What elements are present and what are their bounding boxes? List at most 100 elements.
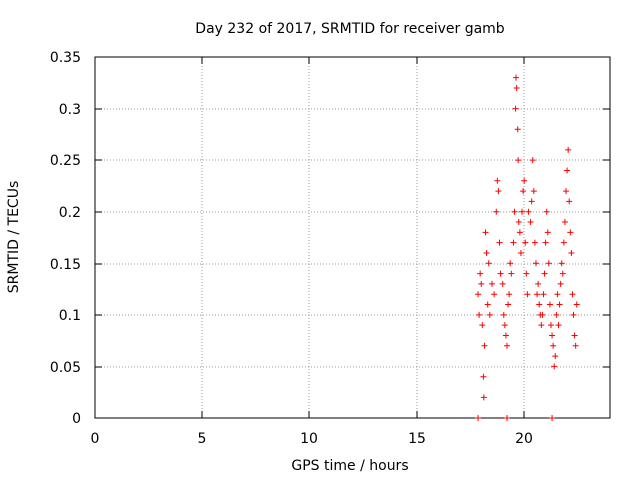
data-point-0-41 xyxy=(521,177,528,184)
data-point-0-64 xyxy=(546,301,553,308)
data-point-0-68 xyxy=(551,363,558,370)
data-point-0-58 xyxy=(540,291,547,298)
data-point-0-4 xyxy=(479,322,486,329)
data-point-0-3 xyxy=(478,280,485,287)
y-tick-label-0.2: 0.2 xyxy=(59,205,81,221)
data-point-0-31 xyxy=(512,105,519,112)
data-point-0-78 xyxy=(561,219,568,226)
data-point-0-46 xyxy=(527,219,534,226)
data-point-0-12 xyxy=(486,311,493,318)
data-point-0-88 xyxy=(572,342,579,349)
data-point-0-62 xyxy=(544,229,551,236)
data-point-0-14 xyxy=(491,291,498,298)
data-point-0-20 xyxy=(499,280,506,287)
data-point-0-49 xyxy=(530,188,537,195)
data-point-0-79 xyxy=(563,188,570,195)
data-point-0-84 xyxy=(568,249,575,256)
y-tick-labels: 0 0.05 0.1 0.15 0.2 0.25 0.3 0.35 xyxy=(50,50,81,427)
data-point-0-18 xyxy=(496,239,503,246)
plot-frame xyxy=(94,56,611,419)
data-point-0-37 xyxy=(516,229,523,236)
data-point-0-82 xyxy=(566,198,573,205)
data-point-0-34 xyxy=(514,126,521,133)
data-point-0-73 xyxy=(556,301,563,308)
data-point-1-1 xyxy=(504,415,510,421)
x-ticks xyxy=(201,57,525,418)
y-tick-label-0.15: 0.15 xyxy=(50,257,81,273)
y-tick-label-0: 0 xyxy=(72,411,81,427)
data-point-0-11 xyxy=(485,260,492,267)
data-point-0-76 xyxy=(559,270,566,277)
data-point-0-7 xyxy=(481,342,488,349)
x-tick-label-5: 5 xyxy=(198,431,207,447)
y-tick-label-0.25: 0.25 xyxy=(50,153,81,169)
data-point-0-44 xyxy=(524,291,531,298)
data-point-0-28 xyxy=(508,270,515,277)
data-point-0-52 xyxy=(534,291,541,298)
x-tick-label-0: 0 xyxy=(91,431,100,447)
x-axis-label: GPS time / hours xyxy=(291,458,408,474)
data-point-0-21 xyxy=(500,311,507,318)
x-tick-label-20: 20 xyxy=(515,431,533,447)
data-point-0-6 xyxy=(480,394,487,401)
data-point-0-15 xyxy=(493,208,500,215)
data-point-0-45 xyxy=(525,208,532,215)
data-point-0-27 xyxy=(507,260,514,267)
data-point-0-87 xyxy=(571,332,578,339)
data-point-0-5 xyxy=(480,373,487,380)
x-tick-label-15: 15 xyxy=(408,431,426,447)
data-point-0-63 xyxy=(545,260,552,267)
data-point-0-48 xyxy=(529,157,536,164)
data-point-0-16 xyxy=(494,177,501,184)
data-point-0-71 xyxy=(554,291,561,298)
data-point-0-22 xyxy=(501,322,508,329)
x-tick-label-10: 10 xyxy=(300,431,318,447)
data-point-0-33 xyxy=(513,84,520,91)
data-point-0-38 xyxy=(517,249,524,256)
data-point-0-39 xyxy=(519,208,526,215)
data-point-0-2 xyxy=(477,270,484,277)
data-point-0-13 xyxy=(488,280,495,287)
data-point-0-85 xyxy=(569,291,576,298)
data-point-0-29 xyxy=(510,239,517,246)
data-point-0-25 xyxy=(505,301,512,308)
data-point-0-66 xyxy=(549,332,556,339)
data-point-0-69 xyxy=(552,353,559,360)
data-point-0-80 xyxy=(564,167,571,174)
data-point-0-57 xyxy=(539,311,546,318)
data-point-0-75 xyxy=(558,260,565,267)
data-point-0-65 xyxy=(547,322,554,329)
data-point-0-70 xyxy=(553,311,560,318)
data-point-0-43 xyxy=(523,270,530,277)
data-point-0-67 xyxy=(550,342,557,349)
y-tick-label-0.3: 0.3 xyxy=(59,102,81,118)
data-point-0-54 xyxy=(536,301,543,308)
data-point-0-24 xyxy=(504,342,510,349)
data-point-0-17 xyxy=(495,188,502,195)
data-point-0-77 xyxy=(560,239,567,246)
x-tick-labels: 0 5 10 15 20 xyxy=(91,431,533,447)
data-point-0-51 xyxy=(532,260,539,267)
data-point-1-0 xyxy=(475,415,482,421)
data-point-0-0 xyxy=(475,291,482,298)
data-point-0-53 xyxy=(535,280,542,287)
y-tick-label-0.05: 0.05 xyxy=(50,360,81,376)
data-point-0-40 xyxy=(520,188,527,195)
grid xyxy=(95,57,610,418)
data-point-0-86 xyxy=(570,311,577,318)
data-point-0-89 xyxy=(573,301,580,308)
data-point-0-10 xyxy=(484,301,491,308)
data-point-0-60 xyxy=(542,239,549,246)
data-point-0-74 xyxy=(557,280,564,287)
chart-title: Day 232 of 2017, SRMTID for receiver gam… xyxy=(195,21,505,37)
data-point-0-35 xyxy=(515,157,522,164)
data-point-0-56 xyxy=(538,322,545,329)
data-point-0-83 xyxy=(567,229,574,236)
data-point-0-23 xyxy=(502,332,509,339)
data-point-0-30 xyxy=(511,208,518,215)
data-point-0-72 xyxy=(555,322,562,329)
data-point-0-59 xyxy=(541,270,548,277)
data-points xyxy=(475,74,580,421)
data-point-1-2 xyxy=(549,415,556,421)
y-axis-label: SRMTID / TECUs xyxy=(6,181,22,294)
